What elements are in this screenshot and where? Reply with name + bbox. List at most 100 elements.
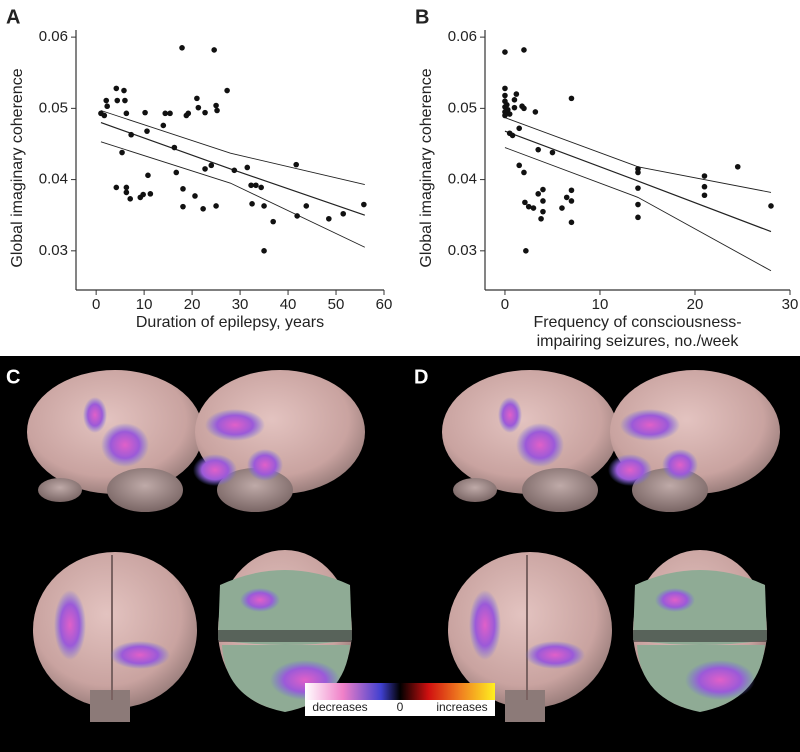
data-point bbox=[167, 110, 173, 117]
y-tick-label: 0.05 bbox=[39, 99, 68, 116]
data-point bbox=[568, 219, 575, 226]
data-point bbox=[145, 172, 151, 179]
x-axis-label: Duration of epilepsy, years bbox=[136, 314, 324, 331]
x-tick-label: 10 bbox=[136, 296, 153, 313]
data-point bbox=[179, 45, 185, 51]
y-axis-label: Global imaginary coherence bbox=[9, 68, 26, 267]
data-point bbox=[635, 201, 641, 208]
data-point bbox=[244, 164, 251, 171]
colorbar-label: 0 bbox=[397, 700, 404, 714]
data-point bbox=[192, 193, 198, 199]
data-point bbox=[540, 198, 546, 204]
data-point bbox=[213, 203, 219, 209]
x-tick-label: 10 bbox=[592, 296, 609, 313]
x-axis-label: impairing seizures, no./week bbox=[537, 333, 740, 350]
data-point bbox=[768, 203, 774, 209]
data-point bbox=[361, 201, 367, 208]
x-tick-label: 60 bbox=[376, 296, 393, 313]
data-point bbox=[185, 110, 192, 117]
data-point bbox=[340, 210, 347, 217]
data-point bbox=[231, 167, 238, 174]
data-point bbox=[147, 191, 154, 197]
data-point bbox=[522, 199, 528, 206]
x-tick-label: 30 bbox=[782, 296, 799, 313]
data-point bbox=[119, 149, 125, 156]
data-point bbox=[202, 166, 208, 172]
data-point bbox=[127, 196, 134, 202]
panel-label: A bbox=[6, 6, 20, 28]
data-point bbox=[505, 106, 511, 113]
data-point bbox=[504, 101, 510, 108]
y-tick-label: 0.06 bbox=[448, 28, 477, 45]
data-point bbox=[142, 109, 148, 116]
data-point bbox=[121, 87, 127, 94]
data-point bbox=[635, 185, 641, 191]
panel-label: C bbox=[6, 366, 20, 388]
data-point bbox=[180, 203, 186, 210]
data-point bbox=[516, 162, 523, 169]
data-point bbox=[123, 189, 130, 196]
data-point bbox=[162, 110, 169, 117]
x-axis-label: Frequency of consciousness- bbox=[533, 314, 741, 331]
data-point bbox=[513, 91, 520, 97]
data-point bbox=[568, 198, 575, 204]
y-tick-label: 0.05 bbox=[448, 99, 477, 116]
data-point bbox=[540, 208, 546, 215]
y-tick-label: 0.03 bbox=[39, 242, 68, 259]
data-point bbox=[248, 182, 254, 189]
data-point bbox=[525, 203, 532, 210]
data-point bbox=[701, 173, 708, 179]
y-tick-label: 0.03 bbox=[448, 242, 477, 259]
data-point bbox=[502, 92, 508, 99]
data-point bbox=[261, 203, 267, 209]
data-point bbox=[122, 97, 128, 104]
data-point bbox=[559, 205, 565, 211]
data-point bbox=[502, 49, 508, 55]
colorbar-label-band bbox=[305, 700, 495, 716]
data-point bbox=[734, 163, 741, 170]
data-point bbox=[113, 85, 120, 92]
y-axis-label: Global imaginary coherence bbox=[418, 68, 435, 267]
fit-line bbox=[100, 122, 366, 216]
y-tick-label: 0.04 bbox=[39, 171, 68, 188]
data-point bbox=[502, 85, 508, 92]
panel-label: B bbox=[415, 6, 429, 28]
data-point bbox=[140, 191, 146, 198]
data-point bbox=[144, 128, 150, 134]
data-point bbox=[326, 215, 332, 222]
data-point bbox=[249, 201, 255, 207]
data-point bbox=[180, 186, 186, 192]
data-point bbox=[530, 205, 537, 211]
data-point bbox=[194, 95, 200, 102]
data-point bbox=[303, 203, 310, 209]
data-point bbox=[563, 194, 570, 201]
data-point bbox=[101, 112, 108, 119]
data-point bbox=[701, 192, 708, 199]
data-point bbox=[635, 169, 641, 176]
x-tick-label: 0 bbox=[501, 296, 509, 313]
data-point bbox=[258, 184, 264, 191]
data-point bbox=[160, 122, 167, 129]
data-point bbox=[293, 161, 300, 168]
data-point bbox=[701, 183, 708, 190]
colorbar-label: increases bbox=[436, 700, 487, 714]
data-point bbox=[294, 213, 300, 219]
data-point bbox=[568, 187, 575, 194]
data-point bbox=[113, 184, 120, 191]
fit-line bbox=[100, 141, 366, 248]
x-tick-label: 20 bbox=[184, 296, 201, 313]
data-point bbox=[104, 103, 110, 110]
data-point bbox=[532, 109, 539, 115]
y-tick-label: 0.06 bbox=[39, 28, 68, 45]
data-point bbox=[214, 107, 220, 114]
data-point bbox=[261, 248, 267, 254]
data-point bbox=[128, 131, 134, 138]
data-point bbox=[195, 104, 202, 111]
data-point bbox=[253, 182, 259, 189]
colorbar-label: decreases bbox=[312, 700, 367, 714]
data-point bbox=[224, 87, 230, 94]
data-point bbox=[521, 105, 527, 112]
data-point bbox=[171, 144, 178, 151]
